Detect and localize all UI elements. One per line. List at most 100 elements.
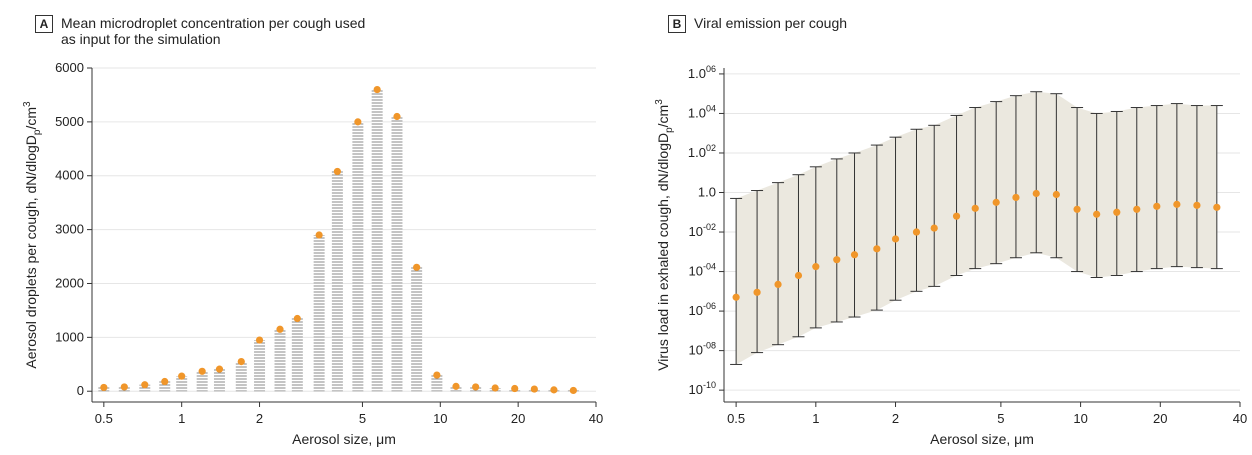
panel-b-heading: B Viral emission per cough <box>668 15 847 33</box>
xtick-label-a: 10 <box>433 411 447 426</box>
data-point <box>794 271 803 280</box>
ytick-label-a: 4000 <box>55 168 84 183</box>
panel-a-title: Mean microdroplet concentration per coug… <box>61 15 366 47</box>
confidence-band <box>736 91 1217 365</box>
data-point <box>1213 203 1221 211</box>
data-point <box>315 231 323 239</box>
panel-a-letter: A <box>35 15 53 33</box>
bar <box>371 89 383 392</box>
data-point <box>732 293 740 301</box>
xtick-label-a: 2 <box>256 411 263 426</box>
bar <box>176 376 188 392</box>
data-point <box>413 263 421 271</box>
data-point <box>511 384 519 393</box>
data-point <box>1133 205 1141 213</box>
bar <box>213 369 225 392</box>
data-point <box>215 365 224 373</box>
bar <box>274 329 286 392</box>
ytick-label-b: 1.004 <box>688 103 716 120</box>
bar <box>254 340 266 392</box>
data-point <box>1193 201 1201 209</box>
xtick-label-a: 5 <box>359 411 366 426</box>
data-point <box>276 325 284 333</box>
ytick-label-a: 5000 <box>55 114 84 129</box>
data-point <box>178 372 186 380</box>
chart-b: 1.0061.0041.0021.010-0210-0410-0610-0810… <box>654 64 1247 447</box>
bar <box>331 171 343 392</box>
data-point <box>198 367 206 375</box>
data-point <box>373 85 381 94</box>
data-point <box>161 377 169 386</box>
data-point <box>1173 200 1181 208</box>
bar <box>291 318 303 392</box>
data-point <box>354 118 362 126</box>
data-point <box>774 280 782 289</box>
ytick-label-a: 1000 <box>55 329 84 344</box>
data-point <box>930 224 938 232</box>
xtick-label-b: 1 <box>812 411 819 426</box>
xtick-label-a: 0.5 <box>95 411 113 426</box>
data-point <box>1113 208 1121 216</box>
x-axis-title-b: Aerosol size, μm <box>930 431 1034 447</box>
data-point <box>891 235 900 243</box>
data-point <box>992 198 1000 206</box>
ytick-label-b: 10-06 <box>689 301 716 318</box>
xtick-label-a: 1 <box>178 411 185 426</box>
data-point <box>255 336 264 344</box>
bar <box>159 381 171 392</box>
data-point <box>100 383 108 392</box>
ytick-label-b: 1.002 <box>688 143 716 160</box>
ytick-label-b: 1.006 <box>688 64 716 81</box>
data-point <box>1032 189 1040 198</box>
xtick-label-b: 10 <box>1073 411 1087 426</box>
xtick-label-a: 40 <box>589 411 603 426</box>
bar <box>391 116 403 392</box>
panel-b-title: Viral emission per cough <box>694 15 848 31</box>
data-point <box>912 228 921 236</box>
chart-a: 0 1000 2000 3000 4000 5000 6000 0.5 1 2 5 10 20 40 Aer… <box>22 60 603 447</box>
bar <box>313 235 325 392</box>
data-point <box>472 383 480 391</box>
x-axis-title-a: Aerosol size, μm <box>292 431 396 447</box>
xtick-label-a: 20 <box>511 411 525 426</box>
data-point <box>120 383 128 391</box>
ytick-label-a: 0 <box>77 383 84 398</box>
xtick-label-b: 2 <box>892 411 899 426</box>
bar <box>431 375 443 392</box>
data-point <box>491 384 499 392</box>
xtick-label-b: 40 <box>1233 411 1247 426</box>
bar <box>235 361 247 392</box>
panel-a-heading: A Mean microdroplet concentration per co… <box>35 15 365 47</box>
y-axis-title-b: Virus load in exhaled cough, dN/dlogDp/c… <box>654 99 675 371</box>
data-point <box>833 256 841 264</box>
data-point <box>1052 190 1060 199</box>
xtick-label-b: 5 <box>997 411 1004 426</box>
data-point <box>753 288 761 296</box>
data-point <box>952 212 961 220</box>
y-axis-title-a: Aerosol droplets per cough, dN/dlogDp/cm… <box>22 101 43 369</box>
ytick-label-b: 1.0 <box>698 185 716 200</box>
xtick-label-b: 0.5 <box>727 411 745 426</box>
xtick-label-b: 20 <box>1153 411 1167 426</box>
ytick-label-b: 10-02 <box>689 222 716 239</box>
data-point <box>873 245 881 253</box>
ytick-label-b: 10-04 <box>689 262 716 279</box>
ytick-label-a: 2000 <box>55 275 84 290</box>
data-point <box>393 112 401 121</box>
panel-b-letter: B <box>668 15 686 33</box>
bar <box>352 121 364 392</box>
data-point <box>237 357 245 366</box>
ytick-label-a: 3000 <box>55 222 84 237</box>
data-point <box>1012 193 1020 202</box>
data-point <box>1153 202 1161 210</box>
data-point <box>812 263 820 271</box>
data-point <box>1093 210 1101 218</box>
data-point <box>971 204 979 212</box>
bar <box>196 371 208 392</box>
data-point <box>530 385 538 393</box>
ytick-label-b: 10-08 <box>689 341 716 358</box>
data-point <box>141 381 149 389</box>
ytick-label-b: 10-10 <box>689 380 716 397</box>
data-point <box>433 371 441 379</box>
bar <box>411 267 423 392</box>
